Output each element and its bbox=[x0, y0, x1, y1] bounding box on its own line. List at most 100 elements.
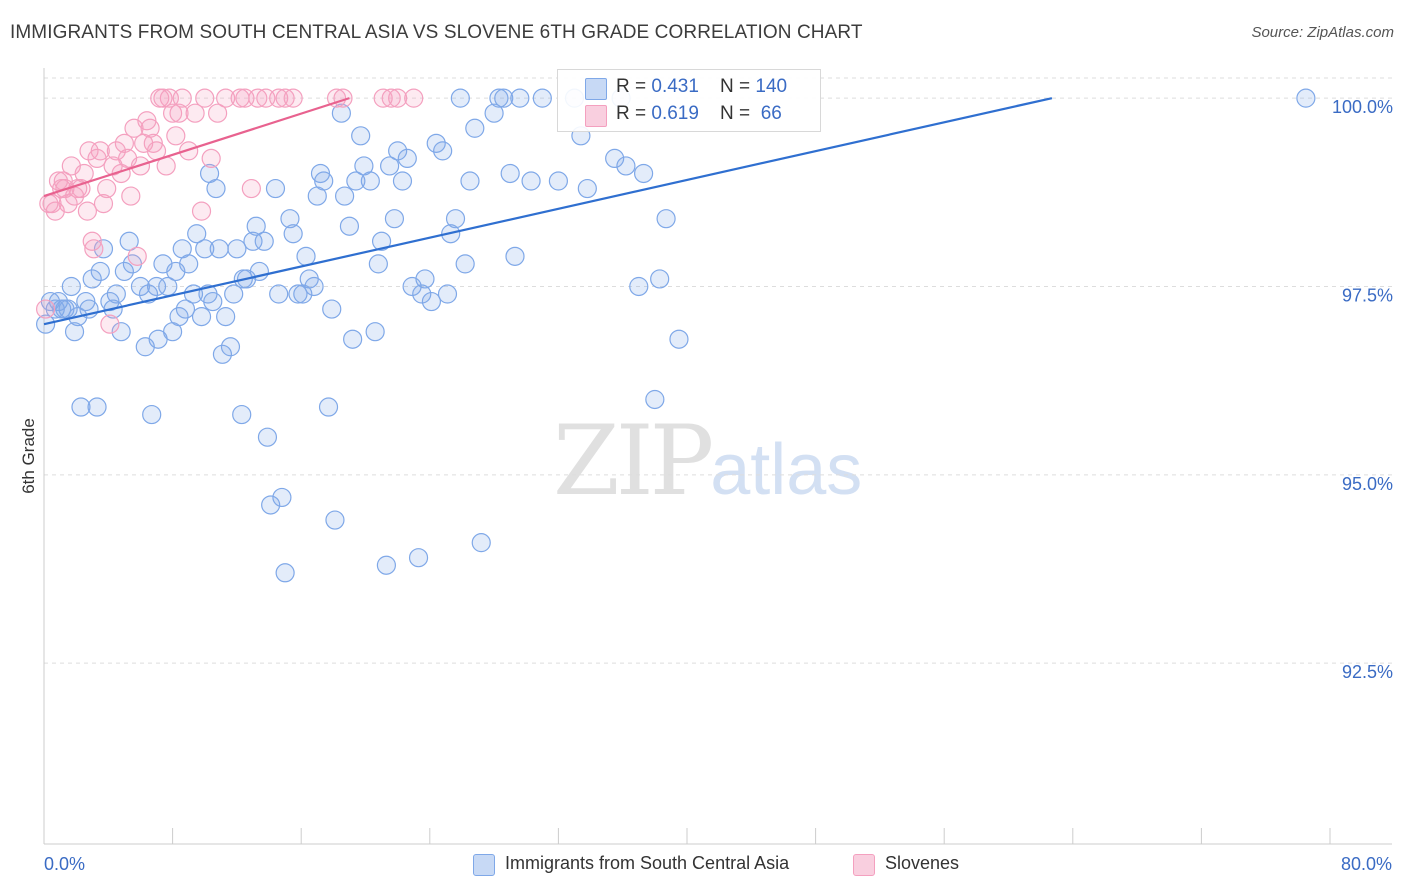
legend-swatch-pink bbox=[585, 105, 607, 127]
point-slovenes bbox=[172, 88, 192, 108]
point-south-central-asia bbox=[304, 276, 324, 297]
point-south-central-asia bbox=[376, 555, 396, 575]
point-south-central-asia bbox=[169, 307, 189, 327]
point-south-central-asia bbox=[119, 231, 139, 251]
point-south-central-asia bbox=[500, 163, 520, 184]
point-slovenes bbox=[90, 141, 110, 161]
point-slovenes bbox=[373, 88, 393, 108]
point-south-central-asia bbox=[629, 276, 649, 297]
point-south-central-asia bbox=[471, 533, 491, 553]
watermark: ZIPatlas bbox=[553, 405, 862, 517]
point-south-central-asia bbox=[633, 163, 654, 184]
point-south-central-asia bbox=[61, 276, 81, 297]
point-south-central-asia bbox=[212, 344, 233, 364]
point-slovenes bbox=[106, 141, 126, 161]
point-south-central-asia bbox=[450, 88, 470, 108]
point-south-central-asia bbox=[656, 209, 676, 229]
point-south-central-asia bbox=[455, 254, 475, 274]
y-tick-label: 92.5% bbox=[1342, 662, 1393, 682]
point-slovenes bbox=[140, 118, 160, 138]
y-tick-label: 97.5% bbox=[1342, 285, 1393, 305]
point-south-central-asia bbox=[392, 171, 413, 191]
point-south-central-asia bbox=[71, 397, 91, 417]
point-south-central-asia bbox=[433, 141, 453, 161]
point-slovenes bbox=[169, 103, 189, 123]
point-south-central-asia bbox=[505, 246, 525, 266]
axes bbox=[43, 68, 1392, 845]
point-south-central-asia bbox=[577, 178, 597, 199]
legend-r-value: 0.619 bbox=[651, 103, 699, 124]
point-south-central-asia bbox=[484, 103, 504, 123]
legend-swatch-blue bbox=[585, 78, 607, 100]
point-south-central-asia bbox=[510, 88, 530, 108]
point-slovenes bbox=[404, 88, 424, 108]
point-south-central-asia bbox=[220, 337, 241, 357]
point-south-central-asia bbox=[296, 246, 316, 266]
point-south-central-asia bbox=[272, 487, 292, 508]
point-slovenes bbox=[97, 178, 117, 199]
point-south-central-asia bbox=[227, 239, 247, 259]
legend-r-value: 0.431 bbox=[651, 76, 699, 97]
point-south-central-asia bbox=[335, 186, 355, 206]
point-slovenes bbox=[185, 103, 205, 123]
point-south-central-asia bbox=[322, 299, 342, 319]
point-south-central-asia bbox=[257, 427, 278, 447]
point-south-central-asia bbox=[106, 284, 126, 304]
point-slovenes bbox=[241, 178, 261, 199]
point-slovenes bbox=[36, 299, 56, 319]
point-south-central-asia bbox=[314, 171, 334, 191]
point-south-central-asia bbox=[146, 276, 167, 297]
point-slovenes bbox=[114, 133, 134, 153]
trend-line-slovenes bbox=[43, 97, 350, 198]
point-south-central-asia bbox=[397, 148, 417, 169]
point-south-central-asia bbox=[130, 276, 151, 297]
point-slovenes bbox=[77, 201, 98, 221]
point-south-central-asia bbox=[415, 269, 435, 289]
point-slovenes bbox=[71, 178, 91, 199]
point-slovenes bbox=[153, 88, 173, 108]
point-slovenes bbox=[79, 141, 99, 161]
point-south-central-asia bbox=[265, 178, 286, 199]
point-slovenes bbox=[191, 201, 212, 221]
point-south-central-asia bbox=[216, 307, 236, 327]
point-slovenes bbox=[166, 126, 186, 146]
point-south-central-asia bbox=[460, 171, 480, 191]
point-slovenes bbox=[82, 231, 102, 251]
grid bbox=[44, 77, 1392, 664]
point-slovenes bbox=[179, 141, 199, 161]
legend-text: R = 0.431 N = 140 bbox=[616, 76, 788, 97]
legend-swatch-blue bbox=[473, 854, 495, 876]
point-south-central-asia bbox=[232, 404, 252, 425]
point-south-central-asia bbox=[548, 171, 569, 191]
point-south-central-asia bbox=[380, 156, 400, 176]
legend-label: Slovenes bbox=[885, 853, 960, 873]
point-slovenes bbox=[74, 163, 94, 184]
point-slovenes bbox=[388, 88, 408, 108]
point-south-central-asia bbox=[421, 291, 442, 312]
point-slovenes bbox=[100, 314, 120, 334]
x-tick-label: 0.0% bbox=[44, 854, 85, 874]
legend-swatch-pink bbox=[853, 854, 875, 876]
point-south-central-asia bbox=[224, 284, 244, 304]
watermark-atlas: atlas bbox=[710, 430, 863, 510]
point-south-central-asia bbox=[187, 224, 207, 244]
point-slovenes bbox=[248, 88, 268, 108]
point-south-central-asia bbox=[191, 307, 212, 327]
point-south-central-asia bbox=[384, 209, 405, 229]
point-south-central-asia bbox=[408, 548, 429, 568]
point-south-central-asia bbox=[339, 216, 360, 236]
point-south-central-asia bbox=[437, 284, 458, 304]
point-south-central-asia bbox=[368, 254, 388, 274]
point-south-central-asia bbox=[87, 397, 107, 417]
point-south-central-asia bbox=[90, 261, 110, 282]
trend-lines bbox=[43, 97, 1053, 326]
point-south-central-asia bbox=[1296, 88, 1316, 108]
point-south-central-asia bbox=[331, 103, 351, 123]
chart-title: IMMIGRANTS FROM SOUTH CENTRAL ASIA VS SL… bbox=[10, 22, 863, 43]
point-slovenes bbox=[121, 186, 141, 206]
series-south-central-asia-points bbox=[36, 88, 1316, 583]
point-south-central-asia bbox=[489, 88, 509, 108]
legend-n-value: 140 bbox=[755, 76, 788, 97]
point-slovenes bbox=[283, 88, 303, 108]
source-label: Source: ZipAtlas.com bbox=[1251, 24, 1394, 41]
